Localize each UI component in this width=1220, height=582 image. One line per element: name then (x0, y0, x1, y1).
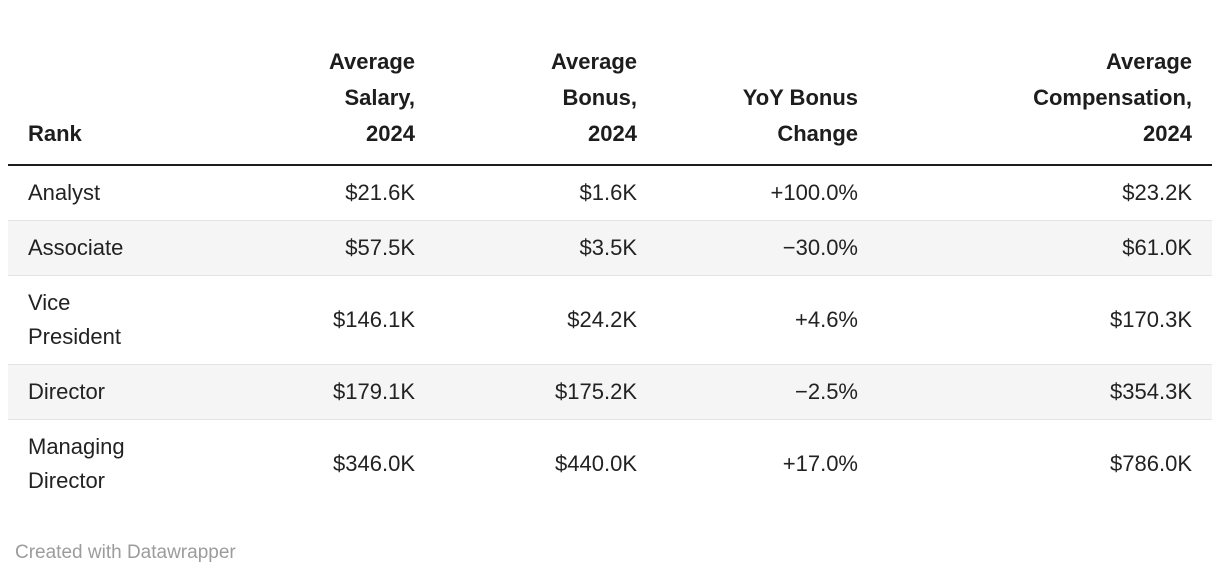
table-row-vice-president: Vice President $146.1K $24.2K +4.6% $170… (8, 275, 1212, 365)
cell-rank: Vice President (28, 290, 121, 349)
cell-salary: $21.6K (345, 180, 415, 205)
cell-yoy: −2.5% (795, 379, 858, 404)
compensation-table: Rank Average Salary, 2024 Average Bonus,… (8, 0, 1212, 508)
cell-comp: $170.3K (1110, 307, 1192, 332)
cell-bonus: $24.2K (567, 307, 637, 332)
compensation-table-container: Rank Average Salary, 2024 Average Bonus,… (8, 0, 1212, 508)
column-header-rank: Rank (8, 0, 168, 166)
table-row-director: Director $179.1K $175.2K −2.5% $354.3K (8, 364, 1212, 420)
cell-comp: $354.3K (1110, 379, 1192, 404)
cell-rank: Associate (28, 235, 124, 260)
cell-comp: $786.0K (1110, 451, 1192, 476)
cell-salary: $57.5K (345, 235, 415, 260)
cell-yoy: +100.0% (770, 180, 858, 205)
cell-bonus: $3.5K (579, 235, 638, 260)
cell-yoy: −30.0% (782, 235, 858, 260)
cell-comp: $23.2K (1122, 180, 1192, 205)
table-body: Analyst $21.6K $1.6K +100.0% $23.2K Asso… (8, 165, 1212, 508)
cell-rank: Analyst (28, 180, 101, 205)
cell-salary: $346.0K (333, 451, 415, 476)
column-header-avg-bonus: Average Bonus, 2024 (435, 0, 657, 166)
attribution-footer: Created with Datawrapper (15, 542, 1220, 564)
column-header-avg-comp: Average Compensation, 2024 (878, 0, 1212, 166)
cell-rank: Managing Director (28, 434, 125, 493)
datawrapper-credit-link[interactable]: Created with Datawrapper (15, 542, 236, 563)
cell-comp: $61.0K (1122, 235, 1192, 260)
cell-yoy: +4.6% (795, 307, 858, 332)
cell-salary: $146.1K (333, 307, 415, 332)
column-header-avg-salary: Average Salary, 2024 (168, 0, 435, 166)
cell-bonus: $175.2K (555, 379, 637, 404)
column-header-yoy-change: YoY Bonus Change (657, 0, 878, 166)
cell-bonus: $440.0K (555, 451, 637, 476)
table-header: Rank Average Salary, 2024 Average Bonus,… (8, 0, 1212, 166)
cell-rank: Director (28, 379, 106, 404)
cell-salary: $179.1K (333, 379, 415, 404)
table-row-analyst: Analyst $21.6K $1.6K +100.0% $23.2K (8, 165, 1212, 221)
table-row-associate: Associate $57.5K $3.5K −30.0% $61.0K (8, 220, 1212, 276)
cell-yoy: +17.0% (782, 451, 858, 476)
cell-bonus: $1.6K (579, 180, 638, 205)
table-header-row: Rank Average Salary, 2024 Average Bonus,… (8, 0, 1212, 166)
table-row-managing-director: Managing Director $346.0K $440.0K +17.0%… (8, 419, 1212, 508)
